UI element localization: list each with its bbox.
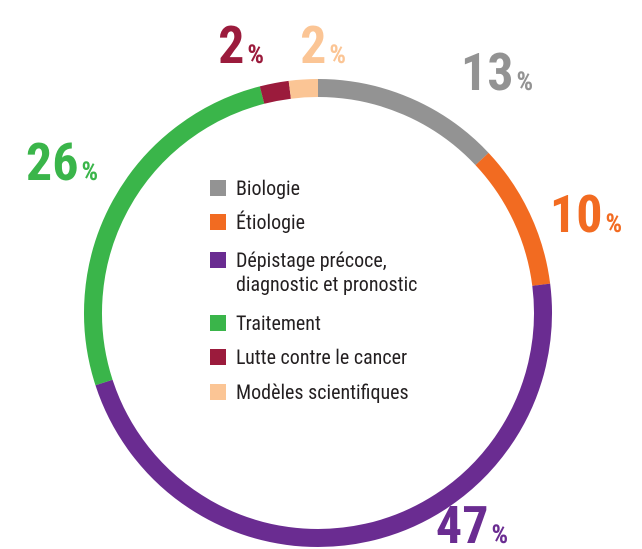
legend-line: Biologie (236, 176, 300, 200)
value-label-part: 10 (550, 184, 603, 245)
value-label-part: 47 (436, 495, 489, 549)
legend-swatch (210, 349, 226, 365)
value-label: 26% (26, 132, 98, 193)
value-label: 2% (218, 15, 264, 76)
value-label-part: % (605, 209, 622, 239)
value-label-part: 2 (300, 15, 326, 76)
legend-line: Lutte contre le cancer (236, 345, 407, 369)
legend-swatch (210, 384, 226, 400)
value-label-part: 2 (218, 15, 244, 76)
legend-line: diagnostic et pronostic (236, 272, 417, 296)
legend-text: Traitement (236, 311, 321, 335)
legend-text: Modèles scientifiques (236, 380, 409, 404)
legend-swatch (210, 252, 226, 268)
legend-text: Dépistage précoce, diagnostic et pronosti… (236, 248, 417, 296)
legend-swatch (210, 214, 226, 230)
donut-segment (475, 152, 551, 287)
value-label: 10% (550, 184, 622, 245)
value-label-part: % (329, 40, 346, 70)
legend-text: Lutte contre le cancer (236, 345, 407, 369)
legend-line: Étiologie (236, 210, 305, 234)
donut-segment (288, 79, 319, 99)
donut-segment (95, 283, 552, 547)
value-label-part: 26 (26, 132, 79, 193)
legend-swatch (210, 180, 226, 196)
value-label-part: % (516, 67, 533, 97)
value-label-part: % (81, 157, 98, 187)
value-label: 13% (461, 42, 533, 103)
donut-segment (84, 86, 265, 386)
legend-line: Dépistage précoce, (236, 248, 387, 272)
value-label: 2% (300, 15, 346, 76)
value-label-part: % (491, 520, 508, 549)
value-label-part: 13 (461, 42, 514, 103)
donut-segment (259, 80, 292, 104)
donut-segment (317, 79, 489, 166)
legend-text: Biologie (236, 176, 300, 200)
value-label-part: % (247, 40, 264, 70)
legend-text: Étiologie (236, 210, 305, 234)
value-label: 47% (436, 495, 508, 549)
legend-swatch (210, 315, 226, 331)
legend-line: Traitement (236, 311, 321, 335)
legend-line: Modèles scientifiques (236, 380, 409, 404)
